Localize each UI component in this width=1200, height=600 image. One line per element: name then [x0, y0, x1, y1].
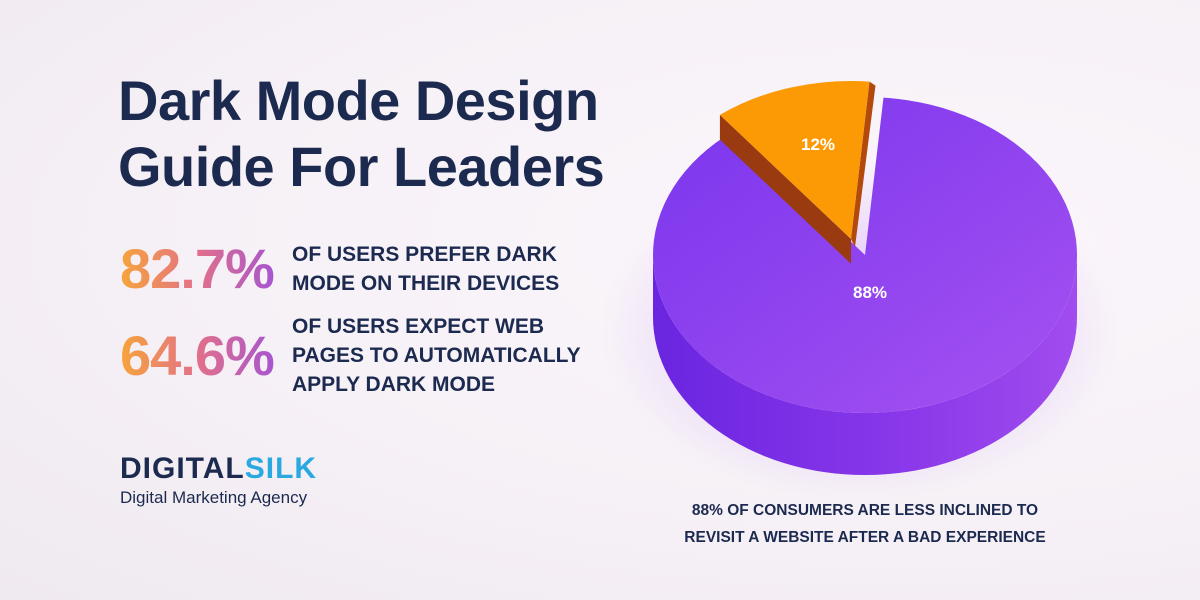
caption-line: REVISIT A WEBSITE AFTER A BAD EXPERIENCE: [684, 529, 1046, 546]
pie-slice-12-side: [719, 114, 851, 264]
pie-label-88: 88%: [853, 283, 887, 302]
stat-line: OF USERS PREFER DARK: [292, 242, 557, 266]
stat-auto-dark-mode: 64.6% OF USERS EXPECT WEB PAGES TO AUTOM…: [120, 312, 581, 399]
stat-line: PAGES TO AUTOMATICALLY: [292, 344, 581, 367]
stat-dark-mode-preference: 82.7% OF USERS PREFER DARK MODE ON THEIR…: [120, 236, 559, 301]
stat-description: OF USERS EXPECT WEB PAGES TO AUTOMATICAL…: [292, 312, 581, 399]
stat-value: 82.7%: [120, 236, 292, 301]
digitalsilk-logo: DIGITALSILK Digital Marketing Agency: [120, 452, 318, 507]
chart-caption: 88% OF CONSUMERS ARE LESS INCLINED TO RE…: [640, 497, 1090, 551]
stat-value: 64.6%: [120, 323, 292, 388]
stat-line: OF USERS EXPECT WEB: [292, 315, 545, 338]
pie-slice-12: [719, 80, 870, 239]
pie-slice-12-cut: [851, 81, 876, 248]
title-line: Guide For Leaders: [118, 135, 605, 198]
pie-label-12: 12%: [801, 135, 835, 154]
stat-line: APPLY DARK MODE: [292, 373, 496, 396]
title-line: Dark Mode Design: [118, 69, 599, 132]
caption-line: 88% OF CONSUMERS ARE LESS INCLINED TO: [691, 502, 1039, 519]
logo-tagline: Digital Marketing Agency: [120, 488, 308, 507]
stat-line: MODE ON THEIR DEVICES: [292, 271, 560, 295]
stat-description: OF USERS PREFER DARK MODE ON THEIR DEVIC…: [292, 240, 559, 298]
page-title: Dark Mode Design Guide For Leaders: [118, 68, 605, 200]
pie-slice-side: [653, 255, 1077, 475]
